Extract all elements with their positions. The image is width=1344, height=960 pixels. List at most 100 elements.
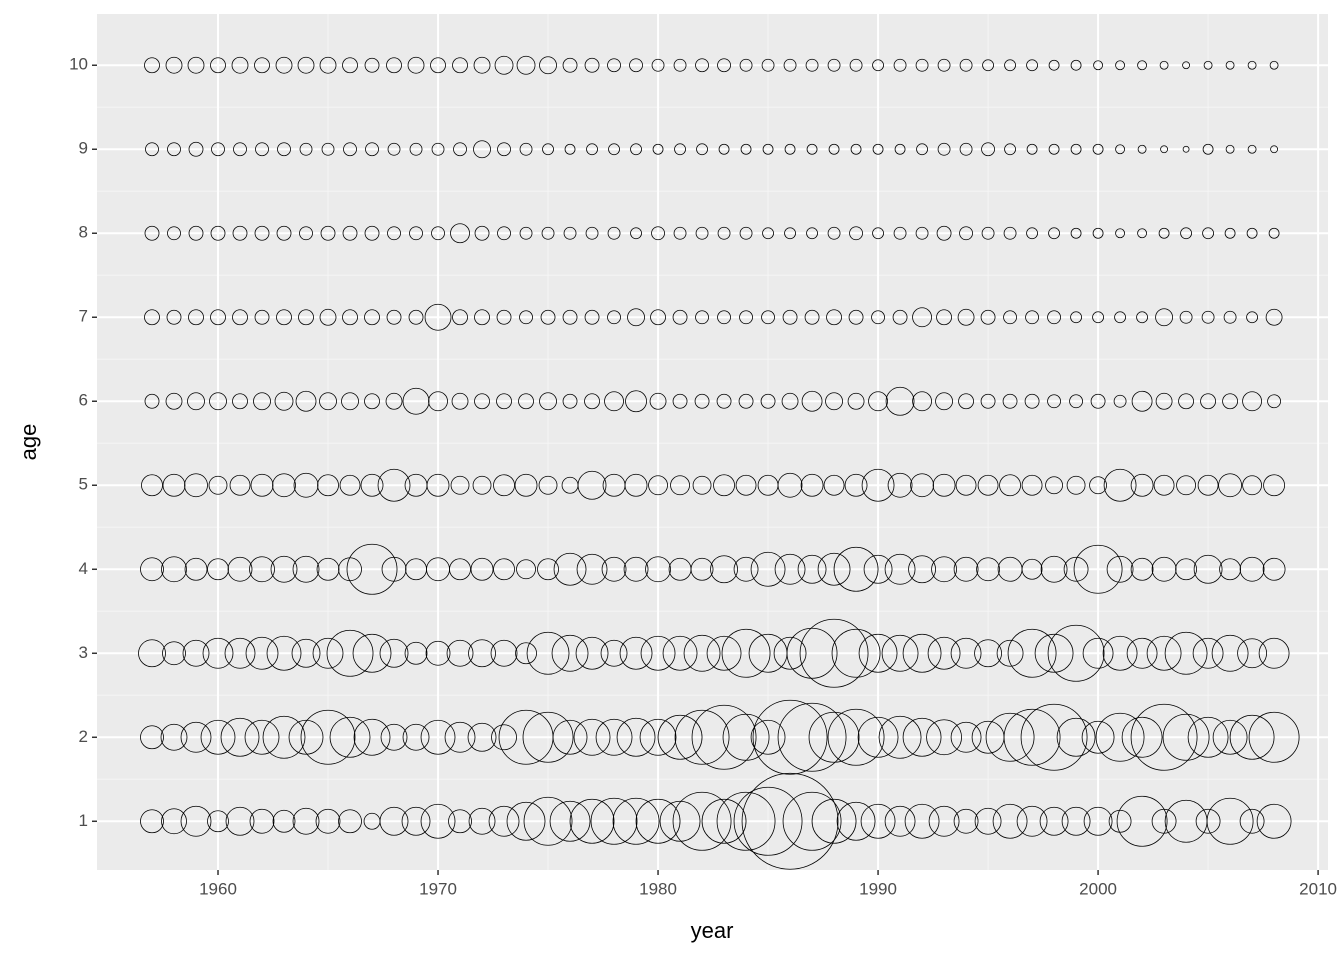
bubble xyxy=(717,226,731,240)
bubble xyxy=(1202,227,1214,240)
bubble xyxy=(276,309,292,326)
bubble xyxy=(272,809,296,833)
bubble xyxy=(342,309,358,326)
bubble xyxy=(701,798,747,844)
bubble xyxy=(1115,144,1125,155)
bubble xyxy=(878,715,922,759)
bubble xyxy=(659,800,701,842)
bubble xyxy=(893,58,907,72)
y-tick-label: 6 xyxy=(79,391,88,410)
bubble xyxy=(569,798,615,844)
bubble xyxy=(912,307,932,328)
bubble xyxy=(1114,311,1126,324)
bubble xyxy=(1159,60,1169,70)
bubble xyxy=(1004,143,1016,156)
bubble xyxy=(496,309,512,325)
bubble xyxy=(474,309,490,326)
bubble xyxy=(468,807,496,835)
bubble xyxy=(958,393,974,410)
bubble xyxy=(752,699,828,775)
bubble xyxy=(166,309,182,325)
y-tick-label: 5 xyxy=(79,475,88,494)
bubble xyxy=(629,58,643,73)
bubble xyxy=(298,309,314,326)
bubble xyxy=(1045,476,1063,495)
bubble xyxy=(950,637,982,669)
bubble xyxy=(245,636,279,670)
bubble xyxy=(1247,144,1257,154)
bubble xyxy=(1070,311,1082,324)
bubble xyxy=(992,803,1028,839)
bubble xyxy=(1002,393,1018,409)
bubble xyxy=(1092,227,1104,239)
bubble xyxy=(777,472,803,498)
bubble xyxy=(431,142,445,156)
bubble xyxy=(695,58,709,73)
bubble xyxy=(782,791,842,851)
bubble xyxy=(377,468,411,502)
bubble xyxy=(224,637,256,669)
bubble xyxy=(694,393,710,409)
bubble xyxy=(488,805,520,837)
bubble xyxy=(1222,393,1238,410)
bubble xyxy=(892,309,908,325)
bubble xyxy=(630,227,642,240)
bubble xyxy=(735,474,757,496)
bubble xyxy=(473,140,491,159)
y-tick-label: 10 xyxy=(69,55,88,74)
bubble xyxy=(1239,556,1265,582)
bubble xyxy=(953,556,979,582)
bubble xyxy=(657,714,703,760)
bubble xyxy=(1176,475,1196,496)
bubble xyxy=(1025,310,1039,325)
bubble xyxy=(516,559,536,580)
bubble xyxy=(872,59,884,72)
bubble xyxy=(624,473,648,497)
bubble xyxy=(915,58,929,72)
bubble xyxy=(777,702,847,772)
bubble xyxy=(1246,227,1258,239)
bubble xyxy=(619,636,653,670)
bubble xyxy=(473,56,491,74)
bubble xyxy=(916,143,928,156)
bubble xyxy=(341,392,359,411)
bubble xyxy=(915,226,929,240)
bubble xyxy=(1258,637,1290,669)
bubble xyxy=(695,310,709,325)
bubble xyxy=(563,226,577,240)
bubble xyxy=(1093,60,1103,71)
bubble xyxy=(806,227,818,240)
bubble xyxy=(1175,558,1197,581)
bubble xyxy=(515,642,537,665)
bubble xyxy=(401,806,431,836)
bubble xyxy=(672,309,688,325)
bubble xyxy=(1182,145,1190,153)
bubble xyxy=(506,801,546,841)
bubble xyxy=(494,55,514,75)
bubble xyxy=(379,638,409,668)
bubble xyxy=(1155,308,1173,327)
bubble xyxy=(446,639,474,667)
bubble xyxy=(319,308,337,326)
bubble xyxy=(541,226,555,240)
bubble xyxy=(162,473,186,497)
bubble xyxy=(402,723,430,751)
bubble xyxy=(833,546,879,592)
bubble xyxy=(1026,227,1038,240)
x-tick-label: 2000 xyxy=(1079,879,1117,898)
bubble xyxy=(1108,809,1132,833)
bubble xyxy=(295,390,317,412)
bubble xyxy=(573,718,611,756)
y-tick-label: 8 xyxy=(79,223,88,242)
bubble xyxy=(887,472,913,498)
bubble xyxy=(210,57,226,74)
bubble xyxy=(140,557,164,582)
bubble xyxy=(716,791,776,851)
bubble xyxy=(540,309,556,325)
bubble xyxy=(300,709,356,765)
bubble xyxy=(630,143,642,156)
bubble xyxy=(996,639,1024,667)
bubble xyxy=(1212,719,1248,755)
bubble xyxy=(860,803,896,839)
bubble xyxy=(266,635,302,671)
